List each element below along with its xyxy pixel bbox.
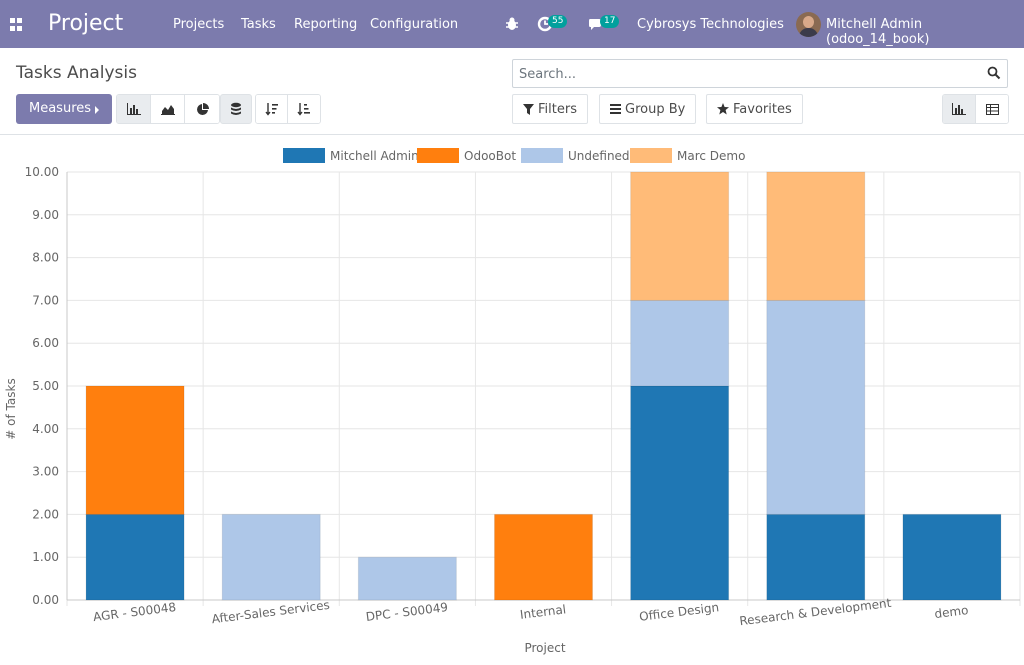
pivot-view-icon: [985, 103, 999, 115]
top-navbar: Project Projects Tasks Reporting Configu…: [0, 0, 1024, 48]
menu-configuration[interactable]: Configuration: [370, 17, 459, 32]
bug-icon[interactable]: [505, 16, 519, 32]
x-axis-label: Project: [524, 641, 565, 655]
search-icon[interactable]: [987, 66, 1001, 80]
filter-icon: [523, 103, 534, 115]
filters-button[interactable]: Filters: [512, 94, 588, 124]
search-input[interactable]: Search...: [519, 67, 577, 82]
page-title: Tasks Analysis: [16, 63, 137, 83]
pivot-view-button[interactable]: [976, 95, 1008, 123]
legend-swatch[interactable]: [283, 148, 325, 163]
bar-segment[interactable]: [85, 513, 185, 601]
avatar[interactable]: [796, 12, 821, 37]
star-icon: [717, 103, 729, 115]
menu-projects[interactable]: Projects: [173, 17, 225, 32]
y-tick-label: 3.00: [32, 465, 59, 479]
bar-segment[interactable]: [357, 556, 457, 601]
y-tick-label: 6.00: [32, 336, 59, 350]
bar-segment[interactable]: [902, 513, 1002, 601]
bar-segment[interactable]: [85, 385, 185, 515]
y-tick-label: 9.00: [32, 208, 59, 222]
measures-label: Measures: [29, 101, 92, 116]
legend-label[interactable]: Marc Demo: [677, 149, 745, 163]
x-tick-label: Internal: [519, 602, 567, 622]
bar-segment[interactable]: [221, 513, 321, 601]
tasks-bar-chart: Mitchell Admin OdooBot Undefined Marc Demo …: [4, 148, 1021, 655]
sort-ascending-button[interactable]: [288, 95, 320, 123]
bar-segment[interactable]: [766, 513, 866, 601]
pie-chart-icon: [196, 102, 209, 115]
stack-icon: [231, 102, 241, 115]
bar-chart-button[interactable]: [117, 95, 151, 123]
message-count-badge: 17: [600, 15, 620, 28]
graph-view: Mitchell Admin OdooBot Undefined Marc Demo …: [0, 136, 1024, 661]
app-brand[interactable]: Project: [48, 11, 124, 36]
bar-segment[interactable]: [630, 385, 730, 601]
y-axis-ticks: 0.00 1.00 2.00 3.00 4.00 5.00 6.00 7.00 8.00 9.00…: [25, 165, 59, 607]
x-tick-label: DPC - S00049: [365, 600, 449, 624]
bar-segment[interactable]: [630, 171, 730, 301]
y-tick-label: 1.00: [32, 550, 59, 564]
activity-count-badge: 55: [548, 15, 568, 28]
y-tick-label: 10.00: [25, 165, 59, 179]
y-tick-label: 2.00: [32, 507, 59, 521]
graph-view-icon: [952, 103, 966, 115]
apps-icon[interactable]: [10, 18, 23, 31]
sort-group: [255, 94, 321, 124]
bar-segment[interactable]: [494, 513, 593, 601]
legend-swatch[interactable]: [417, 148, 459, 163]
view-switcher: [942, 94, 1009, 124]
chat-icon[interactable]: [588, 16, 604, 32]
sort-asc-icon: [297, 103, 310, 116]
graph-view-button[interactable]: [943, 95, 976, 123]
legend-label[interactable]: OdooBot: [464, 149, 516, 163]
caret-right-icon: [95, 106, 99, 114]
legend-label[interactable]: Undefined: [568, 149, 630, 163]
legend-swatch[interactable]: [521, 148, 563, 163]
pie-chart-button[interactable]: [185, 95, 219, 123]
favorites-button[interactable]: Favorites: [706, 94, 803, 124]
area-chart-icon: [160, 105, 175, 115]
search-bar[interactable]: Search...: [512, 59, 1008, 88]
x-tick-label: Research & Development: [739, 596, 893, 629]
control-panel: Tasks Analysis Search... Measures: [0, 48, 1024, 135]
y-tick-label: 4.00: [32, 422, 59, 436]
bar-segment[interactable]: [766, 299, 866, 515]
company-switcher[interactable]: Cybrosys Technologies: [637, 17, 784, 32]
y-tick-label: 8.00: [32, 251, 59, 265]
sort-desc-icon: [264, 103, 278, 116]
chart-bars: [85, 171, 1002, 601]
x-tick-label: AGR - S00048: [92, 600, 176, 624]
menu-reporting[interactable]: Reporting: [294, 17, 358, 32]
stacked-toggle[interactable]: [220, 94, 252, 124]
group-by-label: Group By: [625, 101, 686, 117]
sort-descending-button[interactable]: [256, 95, 288, 123]
y-tick-label: 7.00: [32, 293, 59, 307]
x-tick-label: demo: [934, 603, 969, 621]
chart-legend: Mitchell Admin OdooBot Undefined Marc Demo: [283, 148, 745, 163]
x-axis-ticks: AGR - S00048 After-Sales Services DPC - S0…: [92, 596, 969, 629]
y-tick-label: 5.00: [32, 379, 59, 393]
legend-label[interactable]: Mitchell Admin: [330, 149, 419, 163]
bar-segment[interactable]: [630, 299, 730, 387]
x-tick-label: Office Design: [638, 600, 719, 624]
x-tick-label: After-Sales Services: [211, 598, 331, 626]
line-chart-button[interactable]: [151, 95, 185, 123]
chart-type-group: [116, 94, 220, 124]
y-tick-label: 0.00: [32, 593, 59, 607]
y-axis-label: # of Tasks: [4, 378, 18, 439]
user-menu[interactable]: Mitchell Admin (odoo_14_book): [826, 17, 930, 47]
bar-segment[interactable]: [766, 171, 866, 301]
group-by-button[interactable]: Group By: [599, 94, 697, 124]
filters-label: Filters: [538, 101, 577, 117]
menu-tasks[interactable]: Tasks: [241, 17, 276, 32]
bar-chart-icon: [126, 103, 141, 115]
favorites-label: Favorites: [733, 101, 792, 117]
measures-button[interactable]: Measures: [16, 94, 112, 124]
legend-swatch[interactable]: [630, 148, 672, 163]
bars-icon: [610, 104, 621, 114]
